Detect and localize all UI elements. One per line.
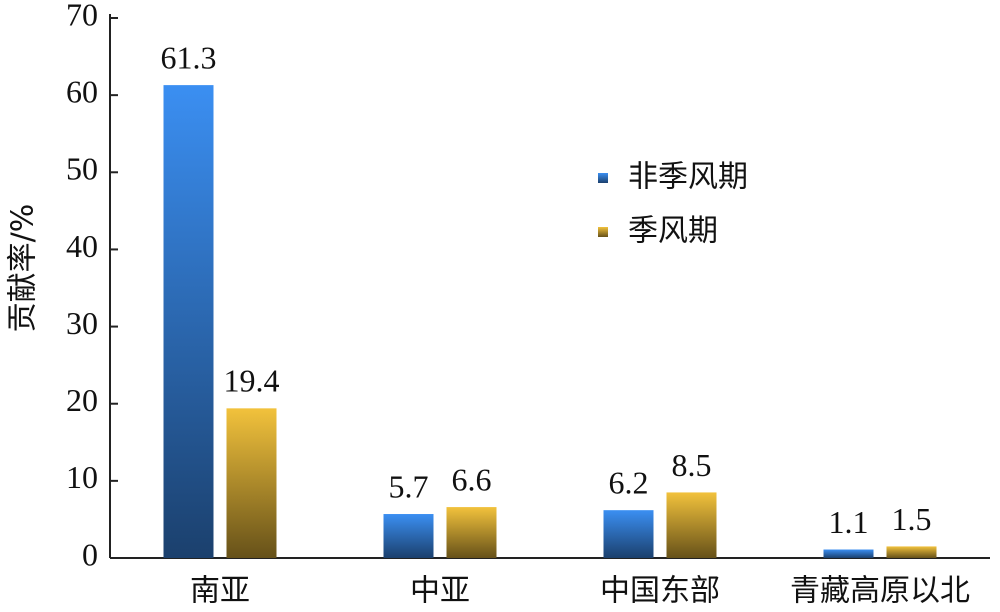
legend-label: 非季风期 xyxy=(628,160,748,195)
y-tick-label: 40 xyxy=(66,228,98,264)
y-tick-label: 20 xyxy=(66,382,98,418)
y-tick-label: 60 xyxy=(66,73,98,109)
value-label: 19.4 xyxy=(224,363,280,399)
bar xyxy=(886,546,937,558)
x-tick-label: 中国东部 xyxy=(600,574,720,609)
bar xyxy=(226,408,277,558)
bar xyxy=(603,510,654,558)
legend-label: 季风期 xyxy=(628,214,718,249)
value-label: 5.7 xyxy=(389,468,429,504)
bar xyxy=(446,507,497,558)
x-tick-label: 青藏高原以北 xyxy=(790,574,970,609)
y-tick-label: 50 xyxy=(66,151,98,187)
value-label: 6.6 xyxy=(452,461,492,497)
x-tick-label: 中亚 xyxy=(410,574,470,609)
y-tick-label: 10 xyxy=(66,459,98,495)
bar xyxy=(383,514,434,558)
y-tick-label: 0 xyxy=(82,536,98,572)
value-label: 6.2 xyxy=(609,465,649,501)
value-label: 61.3 xyxy=(161,39,217,75)
y-tick-label: 70 xyxy=(66,0,98,32)
y-tick-label: 30 xyxy=(66,305,98,341)
legend-swatch xyxy=(598,173,608,183)
y-axis-label: 贡献率/% xyxy=(6,204,41,333)
bar xyxy=(823,549,874,558)
value-label: 1.5 xyxy=(892,501,932,537)
value-label: 8.5 xyxy=(672,447,712,483)
bar xyxy=(666,492,717,558)
x-tick-label: 南亚 xyxy=(190,574,250,609)
value-label: 1.1 xyxy=(829,504,869,540)
legend-swatch xyxy=(598,227,608,237)
bar xyxy=(163,85,214,558)
